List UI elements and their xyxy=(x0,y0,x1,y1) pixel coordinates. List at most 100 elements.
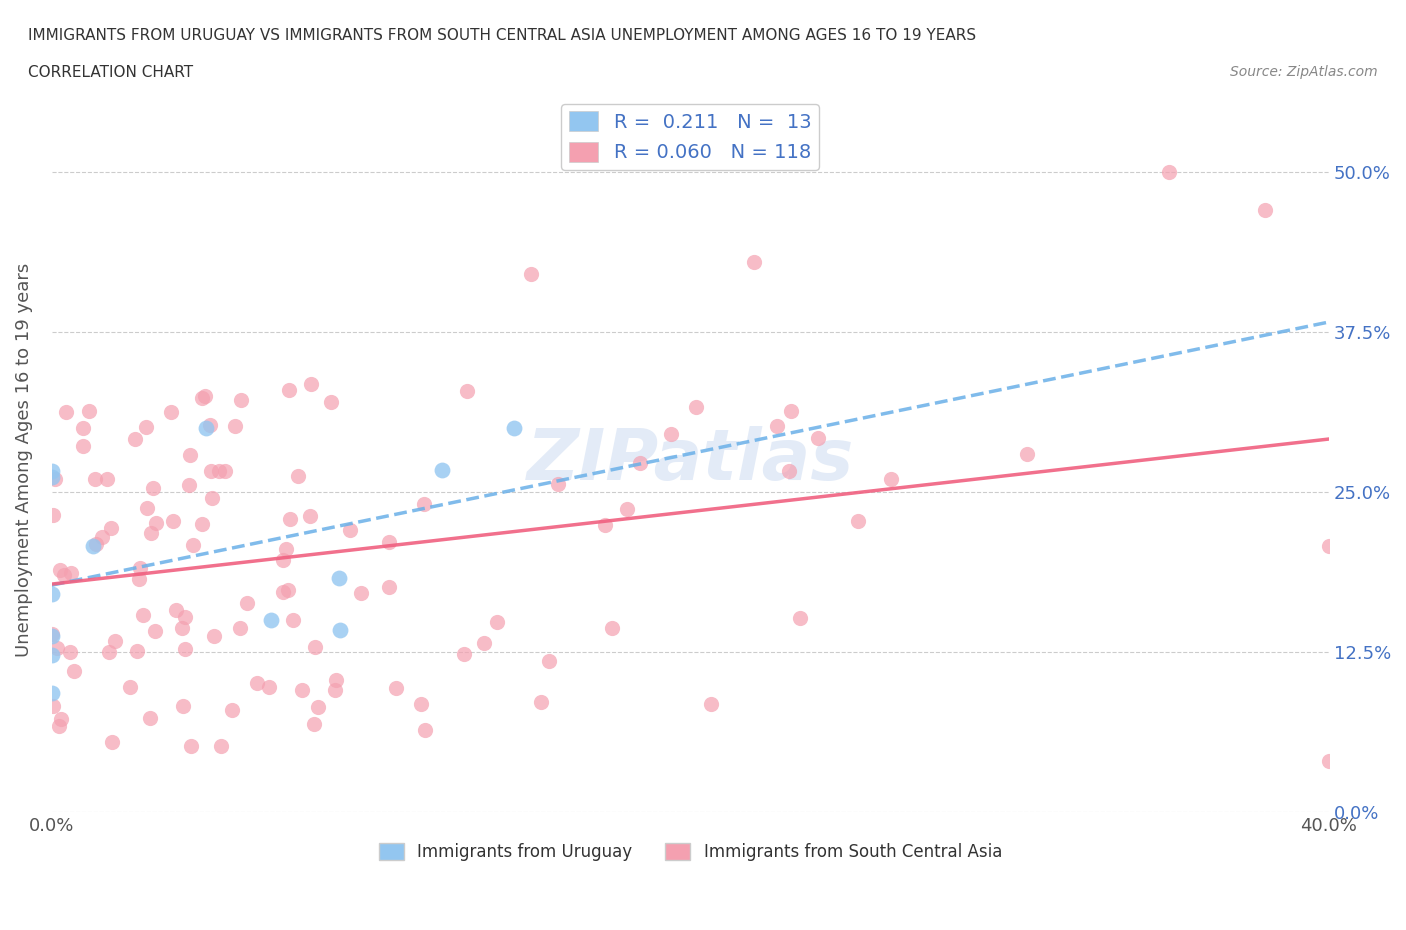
Point xyxy=(257,679,280,694)
Point xyxy=(53,567,76,582)
Point xyxy=(328,570,350,585)
Point xyxy=(118,679,141,694)
Point xyxy=(593,517,616,532)
Point xyxy=(139,711,162,726)
Point xyxy=(101,735,124,750)
Point xyxy=(377,579,399,594)
Point xyxy=(90,530,112,545)
Point xyxy=(132,607,155,622)
Point xyxy=(413,497,436,512)
Point xyxy=(141,525,163,540)
Point xyxy=(100,520,122,535)
Point xyxy=(778,464,800,479)
Point xyxy=(190,517,212,532)
Point xyxy=(204,629,226,644)
Point xyxy=(59,644,82,659)
Point xyxy=(198,418,221,432)
Point xyxy=(413,723,436,737)
Point xyxy=(41,464,63,479)
Point xyxy=(55,405,77,419)
Point xyxy=(165,603,187,618)
Point xyxy=(685,399,707,414)
Point xyxy=(179,447,201,462)
Point xyxy=(41,648,63,663)
Point xyxy=(191,391,214,405)
Point xyxy=(846,513,869,528)
Point xyxy=(659,426,682,441)
Point xyxy=(174,609,197,624)
Point xyxy=(453,646,475,661)
Point xyxy=(1317,538,1340,553)
Text: IMMIGRANTS FROM URUGUAY VS IMMIGRANTS FROM SOUTH CENTRAL ASIA UNEMPLOYMENT AMONG: IMMIGRANTS FROM URUGUAY VS IMMIGRANTS FR… xyxy=(28,28,976,43)
Point xyxy=(742,254,765,269)
Point xyxy=(1017,446,1039,461)
Point xyxy=(209,738,232,753)
Point xyxy=(98,645,121,660)
Point xyxy=(600,620,623,635)
Point xyxy=(260,613,283,628)
Point xyxy=(779,404,801,418)
Point xyxy=(172,698,194,713)
Point xyxy=(86,537,108,551)
Point xyxy=(194,388,217,403)
Point xyxy=(1254,203,1277,218)
Point xyxy=(44,472,66,486)
Point xyxy=(181,538,204,552)
Point xyxy=(530,694,553,709)
Point xyxy=(519,267,541,282)
Point xyxy=(96,472,118,486)
Point xyxy=(378,535,401,550)
Point xyxy=(42,508,65,523)
Point xyxy=(83,472,105,486)
Point xyxy=(277,583,299,598)
Point xyxy=(145,624,167,639)
Point xyxy=(385,681,408,696)
Point xyxy=(41,470,63,485)
Point xyxy=(173,642,195,657)
Point xyxy=(325,672,347,687)
Point xyxy=(229,392,252,407)
Point xyxy=(485,615,508,630)
Point xyxy=(104,633,127,648)
Point xyxy=(128,571,150,586)
Point xyxy=(339,523,361,538)
Point xyxy=(321,394,343,409)
Point xyxy=(274,541,297,556)
Point xyxy=(329,623,352,638)
Point xyxy=(72,421,94,436)
Point xyxy=(180,739,202,754)
Text: ZIPatlas: ZIPatlas xyxy=(527,426,853,495)
Point xyxy=(63,664,86,679)
Point xyxy=(172,620,194,635)
Point xyxy=(271,553,294,568)
Point xyxy=(195,420,218,435)
Point xyxy=(246,675,269,690)
Point xyxy=(124,432,146,446)
Point xyxy=(235,595,257,610)
Point xyxy=(41,587,63,602)
Text: CORRELATION CHART: CORRELATION CHART xyxy=(28,65,193,80)
Point xyxy=(302,716,325,731)
Point xyxy=(49,563,72,578)
Point xyxy=(456,383,478,398)
Y-axis label: Unemployment Among Ages 16 to 19 years: Unemployment Among Ages 16 to 19 years xyxy=(15,263,32,658)
Point xyxy=(208,463,231,478)
Point xyxy=(350,586,373,601)
Point xyxy=(128,560,150,575)
Point xyxy=(41,629,63,644)
Point xyxy=(41,626,63,641)
Point xyxy=(880,472,903,486)
Point xyxy=(281,613,304,628)
Point xyxy=(229,620,252,635)
Point xyxy=(82,538,104,553)
Point xyxy=(77,404,100,418)
Point xyxy=(789,611,811,626)
Point xyxy=(278,382,301,397)
Point xyxy=(214,463,236,478)
Point xyxy=(616,501,638,516)
Point xyxy=(41,698,63,713)
Point xyxy=(299,377,322,392)
Point xyxy=(49,711,72,726)
Point xyxy=(298,509,321,524)
Point xyxy=(60,565,83,580)
